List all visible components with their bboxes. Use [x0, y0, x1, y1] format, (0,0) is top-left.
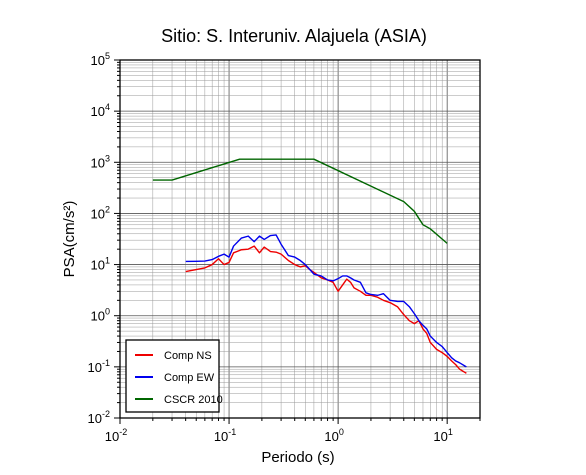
- y-tick-label: 102: [91, 204, 110, 221]
- x-tick-label: 10-1: [214, 427, 236, 444]
- y-axis-label: PSA(cm/s²): [61, 201, 78, 278]
- y-tick-label: 103: [91, 153, 110, 170]
- y-tick-label-exp: 2: [105, 204, 110, 214]
- y-tick-label: 100: [91, 307, 110, 324]
- series-line-comp-ew: [185, 234, 467, 368]
- y-tick-label-base: 10: [91, 104, 105, 119]
- y-tick-label-exp: 4: [105, 102, 110, 112]
- y-tick-label-base: 10: [91, 206, 105, 221]
- x-tick-label-base: 10: [433, 429, 447, 444]
- x-tick-label-exp: 1: [448, 427, 453, 437]
- y-tick-label-exp: 5: [105, 51, 110, 61]
- x-tick-label: 10-2: [105, 427, 127, 444]
- y-tick-label-base: 10: [91, 258, 105, 273]
- x-tick-label-base: 10: [105, 429, 119, 444]
- y-tick-label-exp: 3: [105, 153, 110, 163]
- x-tick-label-exp: 0: [339, 427, 344, 437]
- y-tick-label-exp: -1: [102, 358, 110, 368]
- y-tick-label-base: 10: [88, 411, 102, 426]
- series-lines: [152, 158, 467, 374]
- legend: Comp NS Comp EW CSCR 2010: [125, 339, 223, 413]
- y-tick-label: 105: [91, 51, 110, 68]
- series-line-comp-ns: [185, 245, 467, 374]
- x-tick-labels: 10-2 10-1 100 101: [105, 427, 453, 444]
- y-tick-label-base: 10: [91, 309, 105, 324]
- grid-lines: [119, 59, 481, 419]
- plot-frame: [119, 59, 481, 419]
- y-tick-label: 10-2: [88, 409, 110, 426]
- legend-label: Comp EW: [164, 372, 215, 384]
- y-tick-label-base: 10: [88, 360, 102, 375]
- y-tick-label-exp: -2: [102, 409, 110, 419]
- x-axis-label: Periodo (s): [261, 449, 334, 466]
- y-tick-label: 104: [91, 102, 110, 119]
- x-tick-label-base: 10: [214, 429, 228, 444]
- chart-title: Sitio: S. Interuniv. Alajuela (ASIA): [161, 26, 427, 46]
- legend-label: CSCR 2010: [164, 394, 223, 406]
- y-tick-label: 101: [91, 256, 110, 273]
- x-tick-label-exp: -2: [119, 427, 127, 437]
- y-tick-label-base: 10: [91, 53, 105, 68]
- x-tick-label: 101: [433, 427, 452, 444]
- legend-label: Comp NS: [164, 350, 212, 362]
- x-tick-label-base: 10: [324, 429, 338, 444]
- y-tick-label-base: 10: [91, 155, 105, 170]
- tick-marks: [114, 59, 481, 424]
- y-tick-label: 10-1: [88, 358, 110, 375]
- y-tick-label-exp: 1: [105, 256, 110, 266]
- x-tick-label: 100: [324, 427, 343, 444]
- x-tick-label-exp: -1: [228, 427, 236, 437]
- y-tick-label-exp: 0: [105, 307, 110, 317]
- series-line-cscr-2010: [152, 158, 448, 244]
